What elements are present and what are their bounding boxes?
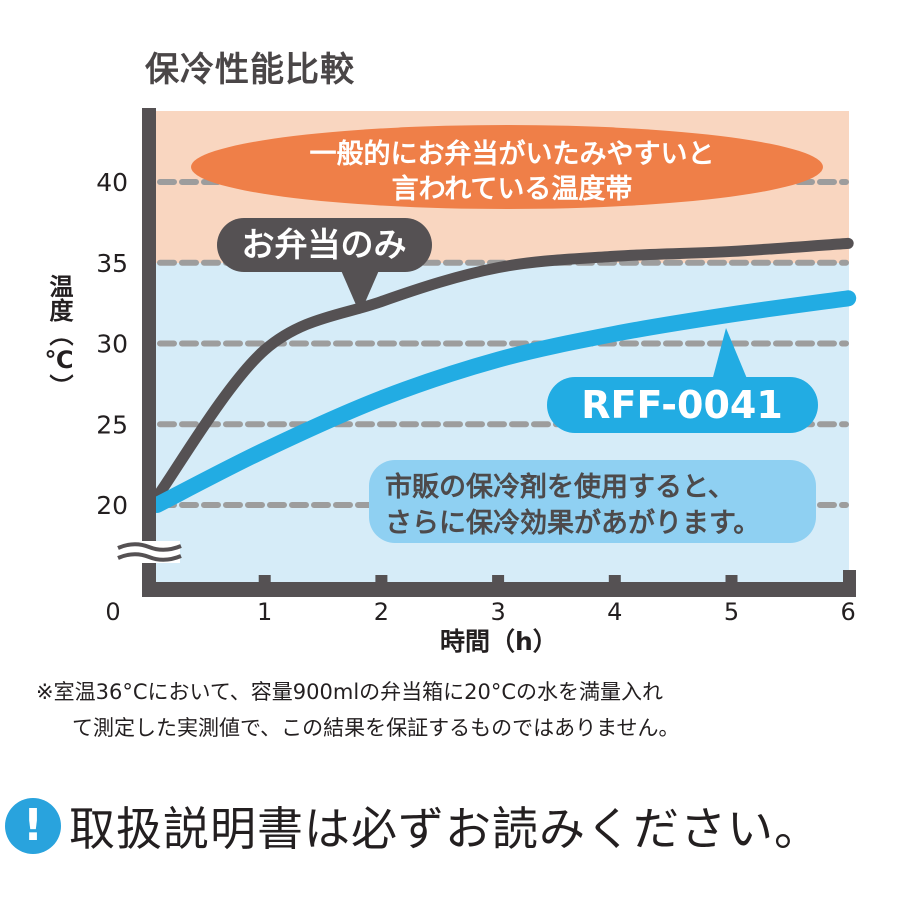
x-tick-mark	[375, 575, 388, 585]
danger-zone-text-line2: 言われている温度帯	[392, 173, 633, 205]
x-tick-mark	[258, 575, 271, 585]
x-axis-label: 時間（h）	[440, 627, 558, 656]
x-axis-line	[142, 582, 856, 597]
footnote-line2: て測定した実測値で、この結果を保証するものではありません。	[72, 716, 680, 740]
y-axis-label: 温度（℃）	[45, 274, 73, 398]
y-tick-label: 40	[96, 168, 128, 197]
ice-pack-note-line1: 市販の保冷剤を使用すると、	[385, 471, 735, 503]
x-axis-end-cap	[843, 570, 856, 590]
exclamation-circle-icon: !	[5, 798, 61, 854]
y-tick-label: 25	[96, 410, 128, 439]
y-tick-label: 30	[96, 330, 128, 359]
x-tick-label: 2	[374, 598, 389, 626]
rff-0041-label: RFF-0041	[581, 383, 783, 427]
y-axis-line	[142, 108, 156, 597]
footnote: ※室温36°Cにおいて、容量900mlの弁当箱に20°Cの水を満量入れ て測定し…	[36, 674, 896, 746]
series-line-bento-only	[151, 237, 854, 503]
x-tick-label: 4	[607, 598, 622, 626]
x-tick-mark	[608, 575, 621, 585]
x-tick-mark	[492, 575, 505, 585]
y-tick-label: 35	[96, 249, 128, 278]
series-line-rff-0041	[149, 290, 857, 513]
x-tick-label: 5	[724, 598, 739, 626]
x-tick-label: 6	[841, 598, 856, 626]
danger-zone-text-line1: 一般的にお弁当がいたみやすいと	[310, 138, 715, 170]
manual-notice-text: 取扱説明書は必ずお読みください。	[69, 802, 821, 856]
danger-zone-ellipse	[191, 125, 823, 209]
y-axis-break-icon	[117, 541, 182, 563]
footnote-line1: ※室温36°Cにおいて、容量900mlの弁当箱に20°Cの水を満量入れ	[36, 680, 664, 704]
x-axis-ticks	[258, 575, 738, 585]
rff-0041-callout: RFF-0041	[547, 328, 818, 433]
x-tick-label: 3	[490, 598, 505, 626]
y-tick-label: 20	[96, 491, 128, 520]
bento-only-label: お弁当のみ	[242, 225, 407, 264]
x-tick-mark	[725, 575, 738, 585]
y-axis-tick-labels: 40 35 30 25 20	[96, 168, 128, 520]
chart-title: 保冷性能比較	[145, 50, 355, 90]
x-axis-tick-labels: 0 1 2 3 4 5 6	[105, 598, 855, 626]
bento-only-callout: お弁当のみ	[217, 218, 432, 314]
ice-pack-note-line2: さらに保冷効果があがります。	[385, 507, 760, 539]
x-tick-label: 1	[257, 598, 272, 626]
manual-notice: ! 取扱説明書は必ずお読みください。	[5, 794, 821, 858]
ice-pack-note-box	[369, 460, 816, 543]
x-tick-label: 0	[105, 598, 120, 626]
